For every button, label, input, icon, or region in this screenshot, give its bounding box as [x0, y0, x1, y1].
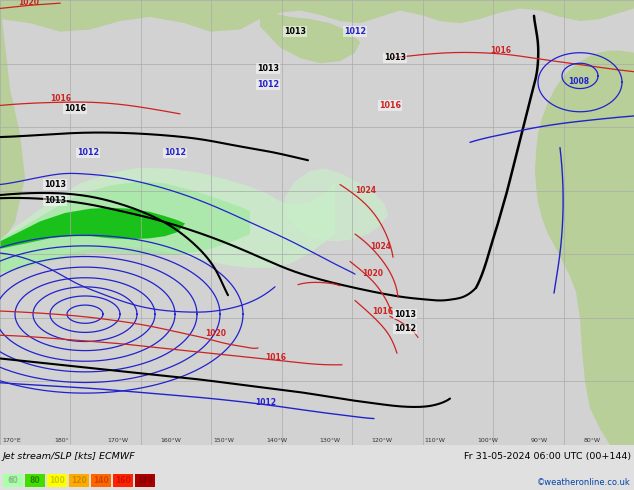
Text: 1013: 1013: [384, 53, 406, 63]
Text: 90°W: 90°W: [530, 438, 547, 443]
Bar: [113, 474, 133, 487]
Polygon shape: [0, 181, 250, 273]
Polygon shape: [0, 168, 335, 274]
Text: 180°: 180°: [55, 438, 70, 443]
Bar: [135, 474, 155, 487]
Text: 1020: 1020: [205, 329, 226, 338]
Text: 1012: 1012: [394, 324, 416, 334]
Polygon shape: [285, 169, 388, 242]
Polygon shape: [0, 0, 634, 32]
Polygon shape: [0, 208, 185, 249]
Text: 80°W: 80°W: [583, 438, 600, 443]
Text: 1016: 1016: [265, 352, 286, 362]
Text: 1024: 1024: [355, 186, 376, 195]
Text: 120: 120: [71, 476, 87, 485]
Bar: [69, 474, 89, 487]
Text: 60: 60: [8, 476, 18, 485]
Text: 1013: 1013: [394, 310, 416, 318]
Text: ©weatheronline.co.uk: ©weatheronline.co.uk: [537, 478, 631, 487]
Bar: [47, 474, 67, 487]
Text: 1016: 1016: [64, 104, 86, 113]
Text: 1008: 1008: [568, 77, 589, 86]
Text: 140: 140: [93, 476, 109, 485]
Text: 1013: 1013: [257, 64, 279, 73]
Text: 160: 160: [115, 476, 131, 485]
Text: 60: 60: [8, 476, 18, 485]
Text: 1024: 1024: [370, 242, 391, 251]
Text: 100: 100: [49, 476, 65, 485]
Text: 1020: 1020: [362, 269, 383, 278]
Text: 1016: 1016: [372, 307, 393, 316]
Bar: [25, 474, 45, 487]
Text: 1013: 1013: [44, 196, 66, 205]
Text: 130°W: 130°W: [319, 438, 340, 443]
Text: 1012: 1012: [255, 398, 276, 407]
Text: 1012: 1012: [257, 80, 279, 89]
Text: 1013: 1013: [284, 27, 306, 36]
Polygon shape: [260, 0, 360, 63]
Text: 1013: 1013: [44, 180, 66, 189]
Bar: [91, 474, 111, 487]
Text: 1012: 1012: [164, 148, 186, 157]
Text: 80: 80: [30, 476, 41, 485]
Text: 1020: 1020: [18, 0, 39, 7]
Text: 150°W: 150°W: [213, 438, 234, 443]
Text: 110°W: 110°W: [425, 438, 446, 443]
Text: 1016: 1016: [50, 94, 71, 103]
Polygon shape: [535, 0, 634, 445]
Text: 1012: 1012: [77, 148, 99, 157]
Bar: [3, 474, 23, 487]
Text: 100°W: 100°W: [477, 438, 498, 443]
Text: 140°W: 140°W: [266, 438, 287, 443]
Text: 1012: 1012: [344, 27, 366, 36]
Polygon shape: [0, 0, 25, 245]
Text: Jet stream/SLP [kts] ECMWF: Jet stream/SLP [kts] ECMWF: [3, 452, 136, 461]
Text: 1016: 1016: [379, 101, 401, 110]
Text: 180: 180: [137, 476, 153, 485]
Text: 120°W: 120°W: [372, 438, 393, 443]
Text: 170°E: 170°E: [2, 438, 21, 443]
Text: 160°W: 160°W: [160, 438, 181, 443]
Text: Fr 31-05-2024 06:00 UTC (00+144): Fr 31-05-2024 06:00 UTC (00+144): [464, 452, 631, 461]
Text: 170°W: 170°W: [108, 438, 129, 443]
Text: 1016: 1016: [490, 46, 511, 55]
